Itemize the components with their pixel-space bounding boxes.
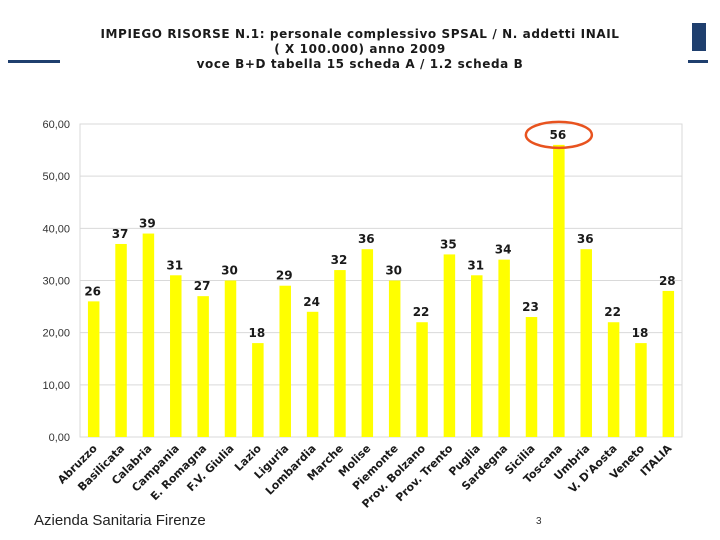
data-label: 34 bbox=[495, 243, 512, 257]
data-label: 27 bbox=[194, 279, 211, 293]
data-label: 26 bbox=[84, 284, 101, 298]
title-line-3: voce B+D tabella 15 scheda A / 1.2 sched… bbox=[196, 57, 524, 71]
footer-organization: Azienda Sanitaria Firenze bbox=[34, 512, 206, 529]
data-label: 31 bbox=[166, 258, 183, 272]
bar bbox=[306, 311, 319, 437]
bar bbox=[607, 322, 620, 437]
bar bbox=[334, 270, 346, 437]
data-label: 31 bbox=[467, 258, 484, 272]
data-label: 23 bbox=[522, 300, 539, 314]
bar bbox=[361, 249, 374, 437]
bar bbox=[662, 290, 675, 437]
highlight-circle bbox=[524, 120, 594, 150]
bar bbox=[635, 343, 647, 437]
bar bbox=[388, 280, 401, 437]
bar bbox=[279, 285, 291, 437]
bar bbox=[443, 254, 456, 437]
bar bbox=[170, 275, 182, 437]
bar bbox=[197, 296, 209, 437]
y-tick-label: 30,00 bbox=[42, 276, 70, 288]
data-label: 22 bbox=[604, 305, 621, 319]
accent-rule-right bbox=[688, 60, 708, 63]
data-label: 56 bbox=[550, 128, 567, 142]
data-label: 29 bbox=[276, 269, 293, 283]
data-label: 30 bbox=[385, 264, 402, 278]
bar bbox=[252, 343, 264, 437]
bar bbox=[224, 280, 237, 437]
bar bbox=[553, 144, 565, 437]
data-label: 36 bbox=[577, 232, 594, 246]
bar bbox=[471, 275, 483, 437]
y-tick-label: 10,00 bbox=[42, 380, 70, 392]
data-label: 30 bbox=[221, 264, 238, 278]
bar bbox=[416, 322, 428, 437]
y-tick-label: 40,00 bbox=[42, 223, 70, 235]
bar bbox=[580, 249, 592, 437]
title-line-1: IMPIEGO RISORSE N.1: personale complessi… bbox=[100, 27, 620, 41]
data-label: 32 bbox=[331, 253, 348, 267]
bar bbox=[87, 301, 100, 437]
data-label: 36 bbox=[358, 232, 375, 246]
data-label: 22 bbox=[413, 305, 430, 319]
y-tick-label: 20,00 bbox=[42, 328, 70, 340]
y-tick-label: 0,00 bbox=[49, 432, 70, 444]
x-tick-label: ITALIA bbox=[638, 442, 675, 479]
data-label: 24 bbox=[303, 295, 320, 309]
data-label: 18 bbox=[249, 326, 266, 340]
y-tick-label: 60,00 bbox=[42, 119, 70, 131]
corner-logo-block bbox=[692, 23, 706, 51]
page-number: 3 bbox=[536, 516, 542, 527]
slide-title: IMPIEGO RISORSE N.1: personale complessi… bbox=[100, 27, 620, 72]
accent-rule-left bbox=[8, 60, 60, 63]
bar bbox=[115, 243, 127, 437]
data-label: 35 bbox=[440, 237, 457, 251]
bar bbox=[142, 233, 155, 437]
y-tick-label: 50,00 bbox=[42, 171, 70, 183]
data-label: 39 bbox=[139, 217, 156, 231]
data-label: 37 bbox=[112, 227, 129, 241]
bar bbox=[498, 259, 510, 437]
data-label: 18 bbox=[632, 326, 649, 340]
data-label: 28 bbox=[659, 274, 676, 288]
title-line-2: ( X 100.000) anno 2009 bbox=[274, 42, 446, 56]
bar bbox=[525, 317, 538, 437]
